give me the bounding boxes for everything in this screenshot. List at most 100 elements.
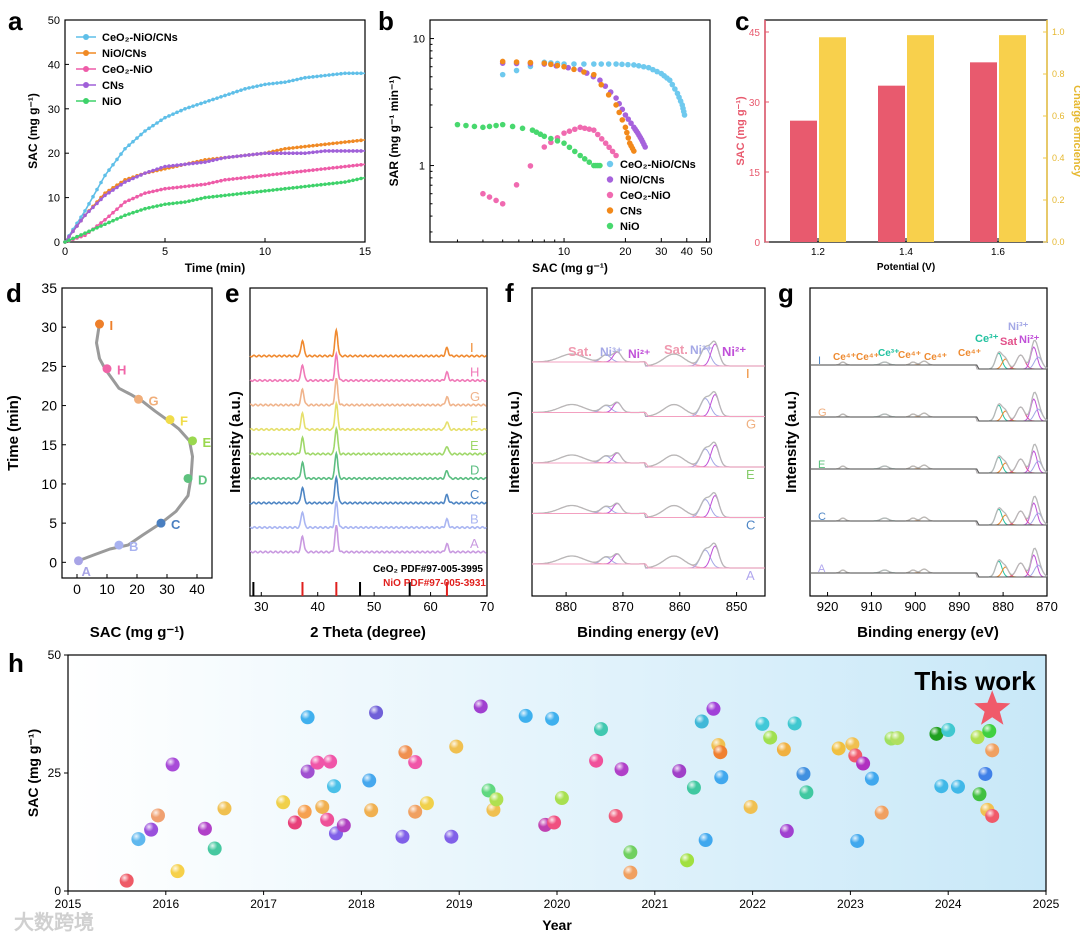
panel-g-xtick-label: 890 (948, 599, 970, 614)
panel-h-point (144, 822, 159, 837)
panel-a-series-point (255, 190, 259, 194)
panel-a-series-point (151, 189, 155, 194)
panel-d-point-label: G (149, 393, 159, 408)
panel-h-point (131, 832, 146, 847)
panel-b-series-point (613, 102, 619, 108)
panel-h-point-highlight (874, 805, 889, 820)
panel-a-series-point (283, 186, 287, 191)
panel-a-series-point (195, 183, 199, 187)
panel-e-pattern-line (249, 500, 488, 530)
panel-a-series-point (347, 149, 351, 153)
panel-a-series-point (275, 81, 279, 85)
panel-b-series-point (605, 61, 612, 67)
panel-a-series-point (119, 203, 123, 208)
panel-h-point-highlight (985, 808, 1000, 823)
panel-b-legend-label: CeO₂-NiO/CNs (620, 159, 696, 171)
panel-h-xtick-label: 2019 (446, 897, 473, 911)
panel-b-series-point (480, 124, 486, 131)
panel-a-series-point (159, 203, 163, 207)
panel-h-point-highlight (856, 756, 871, 771)
panel-f-ni3-label-1: Ni³⁺ (600, 345, 622, 359)
panel-c-ticks: 0 15 30 45 0.0 0.2 0.4 0.6 0.8 1.0 1.2 1.4 1.6 (749, 27, 1065, 258)
panel-a-series-point (311, 75, 315, 79)
panel-a-series-point (99, 197, 103, 202)
panel-e-frame (249, 287, 488, 597)
panel-a-series-point (163, 164, 167, 169)
panel-h-xtick-label: 2025 (1033, 897, 1060, 911)
panel-h-point-highlight (131, 832, 146, 847)
panel-g-spectrum-label: G (818, 407, 827, 419)
panel-h-point (395, 829, 410, 844)
panel-h-point-highlight (518, 708, 533, 723)
panel-a-series-point (175, 201, 179, 205)
panel-g-xtick-label: 880 (992, 599, 1014, 614)
panel-a-series-point (107, 168, 111, 172)
panel-h-point-highlight (287, 815, 302, 830)
panel-a-series-point (171, 112, 175, 116)
panel-h-point (608, 808, 623, 823)
panel-f-frame (531, 287, 766, 597)
panel-a-series-point (99, 180, 103, 185)
panel-f-spectrum-label: E (746, 467, 755, 482)
panel-e-ceo2-ref-label: CeO₂ PDF#97-005-3995 (373, 564, 483, 575)
panel-f-baseline (532, 412, 765, 417)
panel-a-series-point (291, 170, 295, 175)
panel-b-series-point (613, 95, 619, 101)
panel-a-series-point (315, 150, 319, 154)
panel-e-xtick-label: 30 (254, 599, 268, 614)
panel-b-series-point (635, 63, 642, 69)
panel-h-point (686, 780, 701, 795)
panel-a-series-point (263, 173, 267, 178)
panel-h-xtick-label: 2016 (152, 897, 179, 911)
panel-b-series-point (654, 68, 660, 75)
panel-d-xtick-label: 30 (159, 581, 175, 597)
panel-h-point (970, 730, 985, 745)
panel-h-point (170, 864, 185, 879)
panel-a-series-point (315, 74, 319, 79)
panel-a-series-point (351, 163, 355, 168)
panel-f-xtick-label: 880 (555, 599, 577, 614)
panel-h-point-highlight (763, 730, 778, 745)
panel-h-point (934, 779, 949, 794)
panel-b-xtick-label: 30 (655, 246, 667, 258)
panel-g-xlabel: Binding energy (eV) (857, 624, 999, 641)
panel-a-legend-marker (83, 82, 89, 88)
panel-b-series-point (513, 182, 520, 188)
panel-a-series-point (135, 209, 139, 214)
panel-a-legend-label: CNs (102, 80, 124, 92)
panel-a-series-point (215, 157, 219, 162)
panel-h-point (890, 731, 905, 746)
panel-h-point (369, 705, 384, 720)
panel-h-point (796, 766, 811, 781)
panel-e-pattern-label: H (470, 365, 479, 380)
panel-e-pattern-b: B (249, 500, 488, 530)
panel-a-series-point (291, 151, 295, 155)
panel-a-series-point (223, 178, 227, 182)
panel-a-series-point (295, 170, 299, 174)
panel-a-series-point (351, 178, 355, 183)
panel-a-series-point (135, 174, 139, 179)
panel-a-series-point (103, 173, 107, 178)
panel-f-fit-component (532, 448, 764, 468)
panel-a-series-point (251, 152, 255, 157)
panel-h-point (706, 701, 721, 716)
panel-h-point (207, 841, 222, 856)
panel-d-ytick-label: 5 (49, 515, 57, 531)
panel-c-bars (790, 35, 1026, 243)
panel-a-series-point (139, 132, 143, 137)
panel-a-series-point (227, 193, 231, 197)
panel-h-point (672, 764, 687, 779)
panel-a-series-point (263, 82, 267, 87)
panel-h-point (985, 808, 1000, 823)
panel-b-series-point (566, 144, 573, 151)
panel-a-ytick-label: 20 (48, 148, 60, 160)
panel-g-sat-label: Sat (1000, 336, 1017, 348)
panel-a-series-point (299, 185, 303, 189)
panel-h-point (874, 805, 889, 820)
panel-h-point-highlight (297, 804, 312, 819)
panel-h-point (554, 791, 569, 806)
panel-h-point (449, 739, 464, 754)
panel-a-series-point (359, 149, 363, 153)
panel-h-point-highlight (545, 711, 560, 726)
panel-a-series-point (175, 185, 179, 190)
